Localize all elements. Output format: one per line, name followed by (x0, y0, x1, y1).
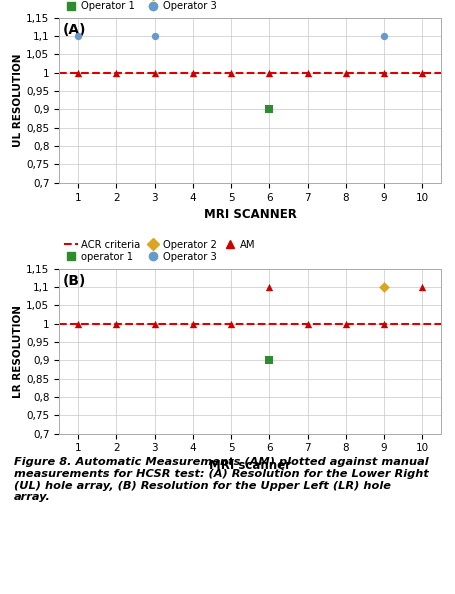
X-axis label: MRI scanner: MRI scanner (209, 459, 291, 472)
Text: (B): (B) (63, 274, 86, 287)
Point (342, 319, 349, 328)
Point (151, 319, 158, 328)
Point (380, 68, 388, 78)
Point (304, 319, 311, 328)
Point (75, 31, 82, 41)
Point (228, 319, 235, 328)
Point (75, 319, 82, 328)
Y-axis label: UL RESOLUTION: UL RESOLUTION (13, 53, 23, 147)
Point (266, 68, 273, 78)
Point (266, 282, 273, 292)
Point (189, 319, 197, 328)
Text: (A): (A) (63, 23, 86, 37)
Legend: ACR criteria, operator 1, Operator 2, Operator 3, AM: ACR criteria, operator 1, Operator 2, Op… (64, 240, 256, 262)
Point (151, 31, 158, 41)
Point (419, 68, 426, 78)
Point (342, 68, 349, 78)
Legend: ACR criteria, Operator 1, Operator 2, Operator 3, AM: ACR criteria, Operator 1, Operator 2, Op… (64, 0, 256, 11)
Point (75, 68, 82, 78)
Point (151, 68, 158, 78)
Point (380, 319, 388, 328)
Point (189, 68, 197, 78)
Point (266, 356, 273, 365)
Point (113, 68, 120, 78)
Point (113, 319, 120, 328)
Point (380, 282, 388, 292)
Y-axis label: LR RESOLUTION: LR RESOLUTION (13, 305, 23, 397)
Text: Figure 8. Automatic Measurements (AM) plotted against manual
measurements for HC: Figure 8. Automatic Measurements (AM) pl… (14, 457, 429, 502)
X-axis label: MRI SCANNER: MRI SCANNER (204, 208, 297, 221)
Point (380, 31, 388, 41)
Point (419, 282, 426, 292)
Point (304, 68, 311, 78)
Point (228, 68, 235, 78)
Point (266, 105, 273, 114)
